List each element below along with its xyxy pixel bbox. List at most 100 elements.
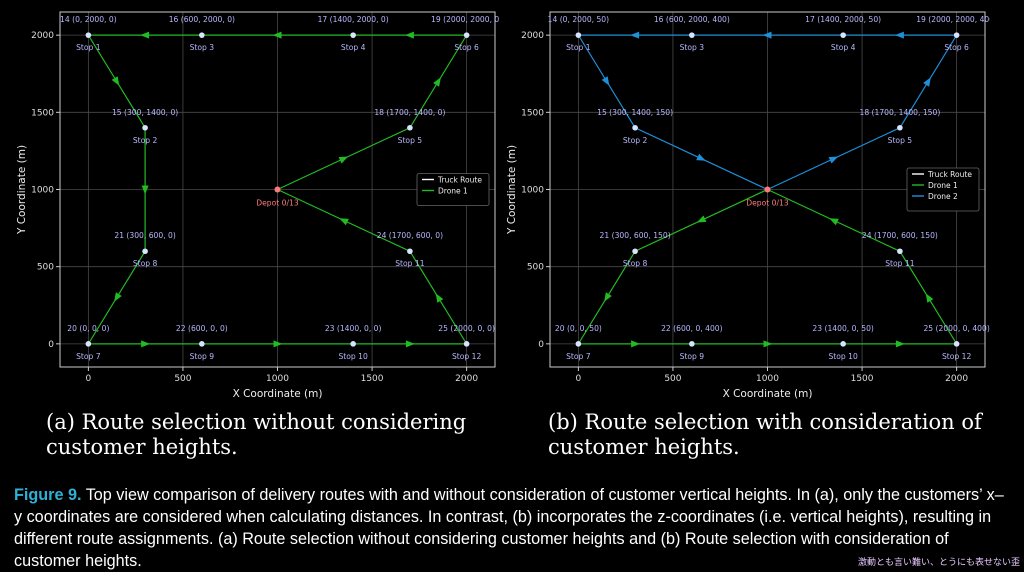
y-tick-label: 1000 bbox=[31, 186, 54, 196]
x-tick-label: 1000 bbox=[266, 374, 289, 384]
route-arrow bbox=[604, 292, 612, 302]
customer-point bbox=[407, 124, 413, 131]
depot-point bbox=[764, 186, 771, 193]
stop-label: Stop 11 bbox=[395, 259, 425, 268]
subcaption-a: (a) Route selection without considering … bbox=[46, 410, 467, 459]
legend-label: Drone 1 bbox=[438, 187, 468, 196]
y-axis-label: Y Coordinate (m) bbox=[16, 145, 28, 235]
route-arrow bbox=[696, 153, 706, 161]
route-arrow bbox=[141, 185, 149, 195]
stop-label: Stop 7 bbox=[76, 352, 101, 361]
stop-label: Stop 10 bbox=[338, 352, 368, 361]
route-arrow bbox=[140, 31, 150, 39]
figure-caption-text: Top view comparison of delivery routes w… bbox=[14, 486, 1004, 570]
stop-label: Stop 3 bbox=[190, 43, 215, 52]
route-arrow bbox=[828, 156, 839, 164]
customer-coord-label: 17 (1400, 2000, 0) bbox=[318, 15, 389, 24]
chart-panel-a: 0 500 1000 1500 2000 0 500 1000 1500 2000 X Coordi… bbox=[0, 0, 502, 400]
stop-label: Stop 7 bbox=[566, 352, 591, 361]
overlay-subtitle-text: 激動とも言い難い、とうにも表せない歪 bbox=[857, 558, 1020, 568]
customer-point bbox=[953, 32, 960, 38]
customer-point bbox=[142, 248, 148, 255]
stop-label: Stop 12 bbox=[452, 352, 482, 361]
y-tick-label: 1500 bbox=[521, 108, 544, 118]
figure-label: Figure 9. bbox=[14, 486, 82, 504]
legend-label: Drone 2 bbox=[928, 192, 958, 201]
route-arrow bbox=[141, 340, 151, 348]
x-axis-label: X Coordinate (m) bbox=[723, 388, 813, 400]
customer-point bbox=[575, 32, 582, 38]
y-tick-label: 500 bbox=[37, 263, 54, 273]
stop-label: Stop 5 bbox=[398, 136, 423, 145]
route-arrow bbox=[114, 292, 122, 302]
customer-coord-label: 22 (600, 0, 400) bbox=[661, 324, 723, 333]
route-arrow bbox=[630, 31, 640, 39]
customer-coord-label: 15 (300, 1400, 150) bbox=[597, 108, 673, 117]
customer-point bbox=[632, 248, 638, 255]
route-arrow bbox=[273, 340, 283, 348]
route-arrow bbox=[925, 293, 934, 303]
depot-point bbox=[274, 186, 281, 193]
customer-point bbox=[199, 341, 205, 347]
x-tick-label: 500 bbox=[174, 374, 191, 384]
customer-coord-label: 16 (600, 2000, 0) bbox=[169, 15, 235, 24]
route-arrow bbox=[111, 76, 120, 86]
y-tick-label: 1500 bbox=[31, 108, 54, 118]
subcaption-b: (b) Route selection with consideration o… bbox=[548, 410, 982, 459]
route-arrow bbox=[405, 340, 415, 348]
x-axis-label: X Coordinate (m) bbox=[233, 388, 323, 400]
x-tick-label: 0 bbox=[86, 374, 92, 384]
customer-point bbox=[350, 341, 356, 347]
chart-a-svg: 0 500 1000 1500 2000 0 500 1000 1500 2000 X Coordi… bbox=[16, 11, 502, 400]
figure-caption: Figure 9. Top view comparison of deliver… bbox=[14, 484, 1010, 572]
stop-label: Stop 3 bbox=[680, 43, 705, 52]
customer-coord-label: 19 (2000, 2000, 0) bbox=[431, 15, 500, 24]
stop-label: Stop 4 bbox=[341, 43, 366, 52]
y-axis-label: Y Coordinate (m) bbox=[506, 145, 518, 235]
x-tick-label: 500 bbox=[664, 374, 681, 384]
customer-point bbox=[463, 341, 470, 347]
y-tick-label: 0 bbox=[48, 340, 54, 350]
stop-label: Stop 5 bbox=[888, 136, 913, 145]
customer-point bbox=[689, 341, 695, 347]
route-arrow bbox=[601, 76, 610, 86]
y-tick-label: 1000 bbox=[521, 186, 544, 196]
customer-point bbox=[199, 32, 205, 38]
legend-label: Drone 1 bbox=[928, 181, 958, 190]
route-arrow bbox=[829, 218, 839, 226]
x-tick-label: 1500 bbox=[361, 374, 384, 384]
x-tick-label: 2000 bbox=[455, 374, 478, 384]
route-arrow bbox=[763, 340, 773, 348]
customer-point bbox=[953, 341, 960, 347]
customer-point bbox=[840, 32, 846, 38]
legend-box bbox=[906, 167, 980, 212]
legend-label: Truck Route bbox=[437, 176, 482, 185]
customer-coord-label: 23 (1400, 0, 50) bbox=[812, 324, 874, 333]
customer-point bbox=[575, 341, 582, 347]
customer-coord-label: 14 (0, 2000, 50) bbox=[548, 15, 610, 24]
depot-label: Depot 0/13 bbox=[256, 199, 299, 208]
customer-point bbox=[350, 32, 356, 38]
route-arrow bbox=[339, 218, 349, 226]
customer-coord-label: 14 (0, 2000, 0) bbox=[60, 15, 117, 24]
depot-label: Depot 0/13 bbox=[746, 199, 789, 208]
customer-coord-label: 16 (600, 2000, 400) bbox=[654, 15, 730, 24]
x-tick-label: 1000 bbox=[756, 374, 779, 384]
customer-coord-label: 17 (1400, 2000, 50) bbox=[805, 15, 881, 24]
stop-label: Stop 2 bbox=[133, 136, 158, 145]
route-arrow bbox=[631, 340, 641, 348]
customer-point bbox=[840, 341, 846, 347]
stop-label: Stop 6 bbox=[454, 43, 479, 52]
stop-label: Stop 4 bbox=[831, 43, 856, 52]
chart-b-svg: 0 500 1000 1500 2000 0 500 1000 1500 2000 X Coordi… bbox=[506, 11, 997, 400]
customer-coord-label: 22 (600, 0, 0) bbox=[176, 324, 228, 333]
customer-point bbox=[463, 32, 470, 38]
stop-label: Stop 1 bbox=[76, 43, 101, 52]
route-arrow bbox=[894, 31, 904, 39]
x-tick-label: 1500 bbox=[851, 374, 874, 384]
customer-point bbox=[897, 248, 903, 255]
customer-coord-label: 20 (0, 0, 50) bbox=[555, 324, 602, 333]
stop-label: Stop 11 bbox=[885, 259, 915, 268]
y-tick-label: 2000 bbox=[31, 31, 54, 41]
route-arrow bbox=[923, 77, 931, 87]
